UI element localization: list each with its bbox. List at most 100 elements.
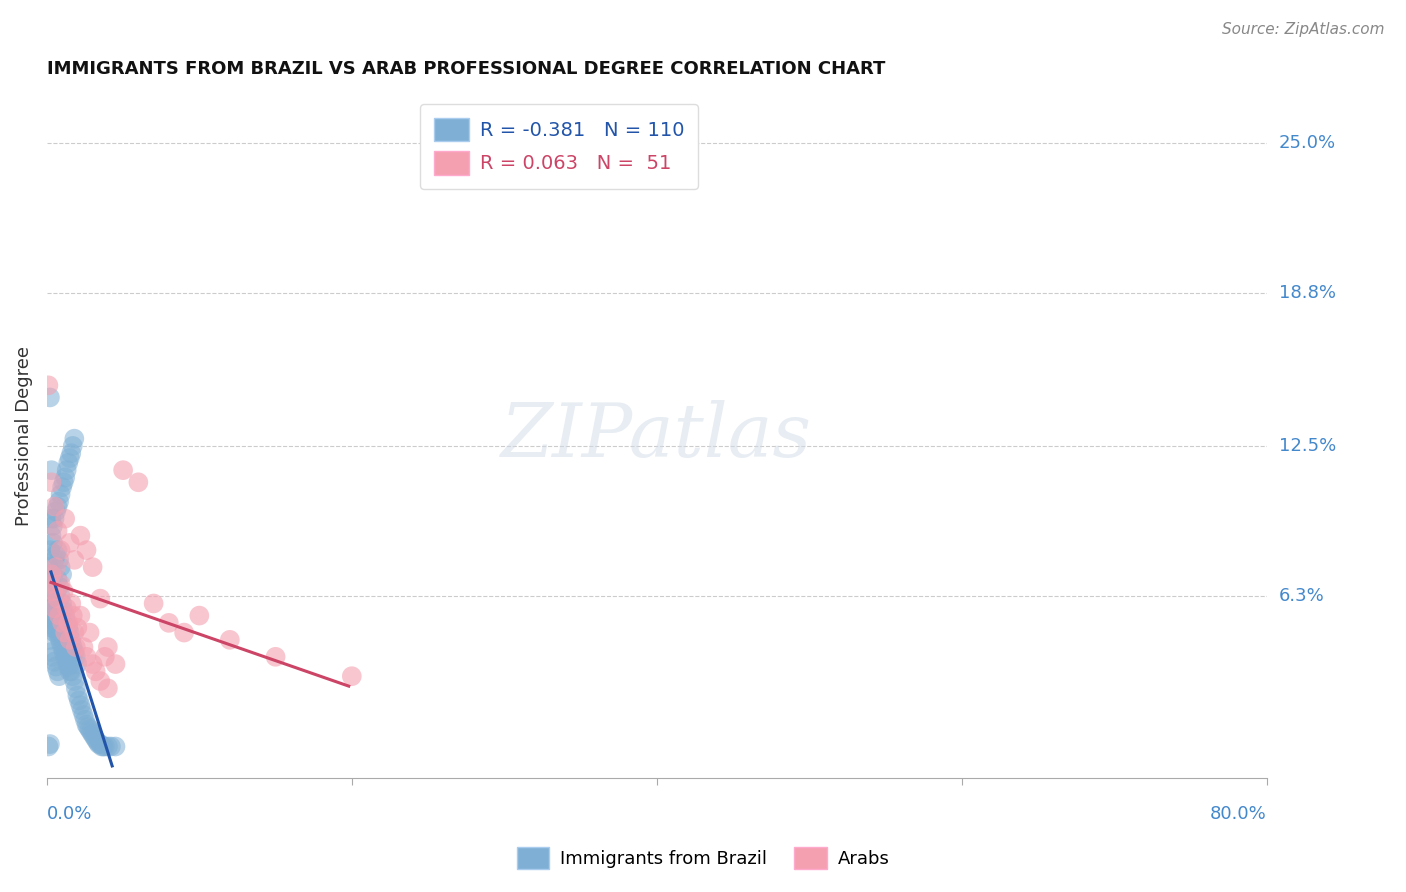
Point <box>63 553 86 567</box>
Point <box>44 500 66 514</box>
Point <box>62 640 84 654</box>
Point <box>44 615 66 630</box>
Point <box>53 625 76 640</box>
Point <box>52 604 75 618</box>
Text: 25.0%: 25.0% <box>1279 134 1336 152</box>
Point <box>46 625 69 640</box>
Point <box>59 450 82 465</box>
Point <box>44 625 66 640</box>
Legend: Immigrants from Brazil, Arabs: Immigrants from Brazil, Arabs <box>508 838 898 879</box>
Point <box>48 553 70 567</box>
Point <box>51 567 73 582</box>
Point <box>42 611 65 625</box>
Point <box>65 640 87 654</box>
Point <box>94 739 117 754</box>
Point <box>157 615 180 630</box>
Point <box>264 649 287 664</box>
Point <box>51 597 73 611</box>
Point <box>77 720 100 734</box>
Point <box>52 475 75 490</box>
Point <box>39 737 62 751</box>
Point <box>39 577 62 591</box>
Legend: R = -0.381   N = 110, R = 0.063   N =  51: R = -0.381 N = 110, R = 0.063 N = 51 <box>420 104 699 188</box>
Point <box>100 739 122 754</box>
Text: IMMIGRANTS FROM BRAZIL VS ARAB PROFESSIONAL DEGREE CORRELATION CHART: IMMIGRANTS FROM BRAZIL VS ARAB PROFESSIO… <box>46 60 886 78</box>
Point <box>79 625 101 640</box>
Point <box>41 511 63 525</box>
Point <box>97 681 120 696</box>
Point <box>127 475 149 490</box>
Point <box>46 572 69 586</box>
Point <box>41 463 63 477</box>
Point <box>45 621 67 635</box>
Point <box>89 591 111 606</box>
Point <box>62 669 84 683</box>
Point <box>42 519 65 533</box>
Point <box>76 543 98 558</box>
Point <box>97 640 120 654</box>
Point <box>55 463 77 477</box>
Point <box>48 669 70 683</box>
Point <box>37 739 59 754</box>
Point <box>46 665 69 679</box>
Point <box>104 657 127 671</box>
Point <box>48 494 70 508</box>
Y-axis label: Professional Degree: Professional Degree <box>15 346 32 526</box>
Point <box>188 608 211 623</box>
Point <box>79 723 101 737</box>
Point <box>58 659 80 673</box>
Point <box>44 553 66 567</box>
Point <box>39 577 62 591</box>
Point <box>45 584 67 599</box>
Point <box>41 528 63 542</box>
Point <box>46 524 69 538</box>
Point <box>69 608 91 623</box>
Point <box>53 511 76 525</box>
Point <box>72 640 94 654</box>
Point <box>82 560 104 574</box>
Point <box>55 615 77 630</box>
Text: 6.3%: 6.3% <box>1279 587 1324 605</box>
Text: 18.8%: 18.8% <box>1279 285 1336 302</box>
Text: 80.0%: 80.0% <box>1211 805 1267 823</box>
Point <box>58 621 80 635</box>
Point <box>51 625 73 640</box>
Point <box>86 734 108 748</box>
Point <box>83 730 105 744</box>
Point <box>42 649 65 664</box>
Point <box>60 632 83 647</box>
Point <box>46 591 69 606</box>
Point <box>76 717 98 731</box>
Point <box>49 615 72 630</box>
Point <box>90 739 112 754</box>
Text: ZIPatlas: ZIPatlas <box>502 400 813 473</box>
Point <box>59 665 82 679</box>
Point <box>46 601 69 615</box>
Point <box>84 732 107 747</box>
Point <box>55 655 77 669</box>
Point <box>53 470 76 484</box>
Point <box>41 597 63 611</box>
Point <box>52 584 75 599</box>
Point <box>72 708 94 723</box>
Point <box>91 739 114 754</box>
Point <box>104 739 127 754</box>
Point <box>58 456 80 470</box>
Point <box>62 439 84 453</box>
Point <box>45 548 67 562</box>
Point <box>65 681 87 696</box>
Point <box>59 657 82 671</box>
Point <box>44 655 66 669</box>
Point <box>82 727 104 741</box>
Text: Source: ZipAtlas.com: Source: ZipAtlas.com <box>1222 22 1385 37</box>
Point <box>39 601 62 615</box>
Text: 12.5%: 12.5% <box>1279 437 1336 455</box>
Point <box>52 645 75 659</box>
Point <box>59 632 82 647</box>
Point <box>60 446 83 460</box>
Point <box>59 536 82 550</box>
Point <box>53 608 76 623</box>
Point <box>48 631 70 645</box>
Point <box>89 737 111 751</box>
Point <box>44 591 66 606</box>
